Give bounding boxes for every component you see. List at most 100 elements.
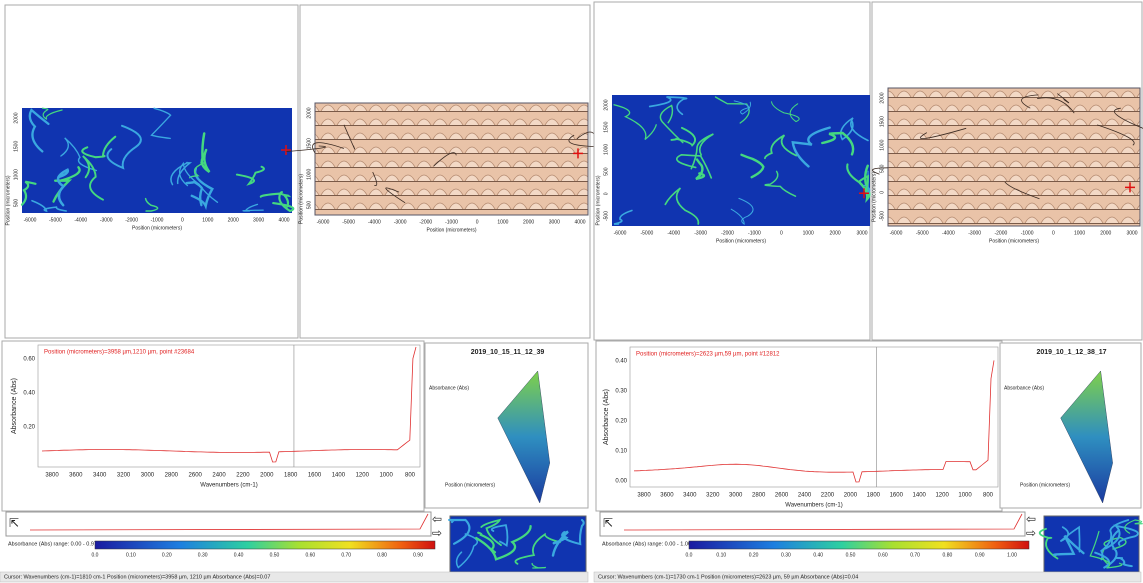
x-tick-label: 2000 <box>844 493 858 499</box>
x-tick-label: 2000 <box>228 217 239 223</box>
x-tick-label: 3800 <box>45 473 59 479</box>
colorbar-tick-label: 0.80 <box>377 552 387 558</box>
x-tick-label: -6000 <box>317 219 330 225</box>
y-tick-label: 500 <box>879 164 885 173</box>
x-tick-label: 3400 <box>683 493 697 499</box>
x-tick-label: 3200 <box>706 493 720 499</box>
x-tick-label: 1000 <box>958 493 972 499</box>
x-axis-label: Position (micrometers) <box>716 238 766 244</box>
colorbar-tick-label: 1.00 <box>1007 552 1017 558</box>
x-axis-label: Wavenumbers (cm-1) <box>200 483 257 489</box>
x-tick-label: -2000 <box>419 219 432 225</box>
y-tick-label: 0.00 <box>615 479 627 485</box>
x-tick-label: 2800 <box>752 493 766 499</box>
z-axis-label: Absorbance (Abs) <box>429 385 469 391</box>
plot3d-title: 2019_10_15_11_12_39 <box>471 349 545 356</box>
x-tick-label: -5000 <box>49 217 62 223</box>
x-tick-label: 2600 <box>775 493 789 499</box>
colorbar-tick-label: 0.30 <box>781 552 791 558</box>
y-tick-label: 500 <box>13 199 19 208</box>
plot3d-title: 2019_10_1_12_38_17 <box>1036 349 1106 356</box>
plot-area <box>38 345 420 467</box>
y-tick-label: 1500 <box>603 121 609 132</box>
x-tick-label: -2000 <box>721 230 734 236</box>
y-axis-label: Position (micrometers) <box>595 175 601 225</box>
plot-area <box>630 347 998 487</box>
x-tick-label: 1000 <box>1074 230 1085 236</box>
y-tick-label: 2000 <box>13 112 19 123</box>
colorbar-tick-label: 0.60 <box>878 552 888 558</box>
colorbar-tick-label: 0.40 <box>234 552 244 558</box>
x-tick-label: 3200 <box>117 473 131 479</box>
x-tick-label: 0 <box>1052 230 1055 236</box>
y-tick-label: 0.40 <box>23 391 35 397</box>
x-tick-label: -5000 <box>640 230 653 236</box>
x-tick-label: -2000 <box>994 230 1007 236</box>
zoom-button[interactable]: ⇱ <box>603 516 613 530</box>
colorbar-tick-label: 0.90 <box>975 552 985 558</box>
x-tick-label: 3400 <box>93 473 107 479</box>
y-tick-label: 500 <box>306 201 312 210</box>
mini-spectrum <box>6 512 431 536</box>
x-tick-label: 1000 <box>379 473 393 479</box>
y-tick-label: 0.60 <box>23 357 35 363</box>
x-tick-label: 4000 <box>574 219 585 225</box>
nav-button: ⇦ <box>1026 512 1036 526</box>
y-axis-label: Absorbance (Abs) <box>11 378 18 434</box>
x-tick-label: 1800 <box>284 473 298 479</box>
y-tick-label: 1500 <box>306 138 312 149</box>
mini-spectrum <box>600 512 1025 536</box>
colorbar-tick-label: 0.60 <box>305 552 315 558</box>
y-tick-label: 0.20 <box>23 425 35 431</box>
x-tick-label: 4000 <box>278 217 289 223</box>
status-text: Cursor: Wavenumbers (cm-1)=1730 cm-1 Pos… <box>598 574 858 580</box>
y-axis-label: Position (micrometers) <box>871 172 877 222</box>
y-tick-label: -500 <box>603 211 609 221</box>
colorbar-label: Absorbance (Abs) range: 0.00 - 0.97 <box>8 541 97 547</box>
x-tick-label: -1000 <box>748 230 761 236</box>
x-tick-label: 800 <box>405 473 416 479</box>
y-tick-label: 1500 <box>879 116 885 127</box>
y-tick-label: 0.30 <box>615 389 627 395</box>
nav-button: ⇦ <box>432 512 442 526</box>
spectrum-title: Position (micrometers)=3958 µm,1210 µm, … <box>44 350 195 356</box>
x-tick-label: 2400 <box>798 493 812 499</box>
colorbar-tick-label: 0.10 <box>126 552 136 558</box>
y-tick-label: -500 <box>879 211 885 221</box>
x-tick-label: -2000 <box>125 217 138 223</box>
chemical-image <box>22 108 292 213</box>
x-tick-label: 0 <box>476 219 479 225</box>
y-tick-label: 0 <box>603 192 609 195</box>
colorbar-tick-label: 0.50 <box>846 552 856 558</box>
x-tick-label: 2000 <box>1100 230 1111 236</box>
x-tick-label: -6000 <box>890 230 903 236</box>
x-tick-label: 2000 <box>523 219 534 225</box>
colorbar-tick-label: 0.90 <box>413 552 423 558</box>
x-tick-label: 2600 <box>189 473 203 479</box>
x-axis-label: Position (micrometers) <box>426 227 476 233</box>
x-tick-label: 3800 <box>637 493 651 499</box>
x-tick-label: 0 <box>780 230 783 236</box>
colorbar-tick-label: 0.0 <box>92 552 99 558</box>
x-tick-label: -3000 <box>968 230 981 236</box>
x-tick-label: 1200 <box>935 493 949 499</box>
y-tick-label: 1000 <box>306 169 312 180</box>
x-tick-label: 2200 <box>236 473 250 479</box>
colorbar-tick-label: 0.70 <box>341 552 351 558</box>
x-tick-label: 3000 <box>141 473 155 479</box>
x-tick-label: -4000 <box>74 217 87 223</box>
x-tick-label: 2400 <box>212 473 226 479</box>
x-tick-label: 3000 <box>729 493 743 499</box>
visible-image <box>315 103 588 215</box>
y-tick-label: 0.20 <box>615 419 627 425</box>
y-tick-label: 0.10 <box>615 449 627 455</box>
x-tick-label: 1600 <box>890 493 904 499</box>
x-tick-label: 2200 <box>821 493 835 499</box>
x-tick-label: 3600 <box>69 473 83 479</box>
y-tick-label: 0 <box>879 191 885 194</box>
y-axis-label: Position (micrometers) <box>298 174 304 224</box>
x-tick-label: 3000 <box>1126 230 1137 236</box>
x-tick-label: 1600 <box>308 473 322 479</box>
zoom-button[interactable]: ⇱ <box>9 516 19 530</box>
x-tick-label: -3000 <box>394 219 407 225</box>
